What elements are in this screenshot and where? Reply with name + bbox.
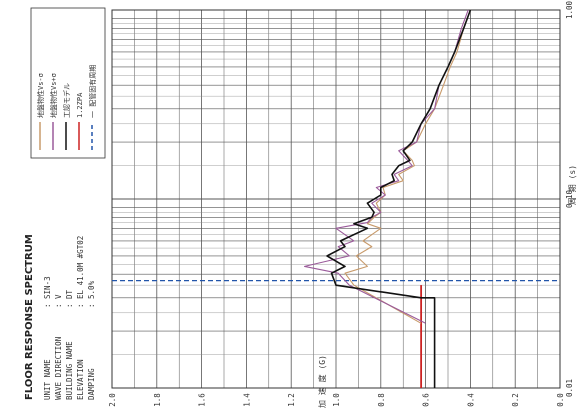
y-tick-label: 0.8 xyxy=(377,393,386,407)
series-line-3 xyxy=(326,9,472,388)
legend: 地盤物性Vs-σ 地盤物性Vs+σ 工認モデル 1.2ZPA 一 配管固有周期 xyxy=(30,7,106,159)
x-tick-label: 0.01 xyxy=(565,379,574,397)
info-label: BUILDING NAME xyxy=(65,341,74,400)
info-label: UNIT NAME xyxy=(43,359,52,400)
series-lines xyxy=(304,9,472,388)
x-tick-label: 1.00 xyxy=(565,0,574,19)
reference-lines xyxy=(112,279,560,388)
info-block: FLOOR RESPONSE SPECTRUM UNIT NAME : SIN-3… xyxy=(24,234,96,400)
info-label: DAMPING xyxy=(87,368,96,400)
y-tick-label: 1.4 xyxy=(242,393,251,407)
tick-labels: 0.0 0.2 0.4 0.6 0.8 1.0 1.2 1.4 1.6 1.8 2.0 0.01 0.1… xyxy=(108,0,574,406)
chart-title: FLOOR RESPONSE SPECTRUM xyxy=(24,234,35,400)
y-tick-label: 1.6 xyxy=(198,393,207,407)
y-tick-label: 0.4 xyxy=(466,393,475,407)
y-tick-label: 1.2 xyxy=(287,393,296,407)
y-tick-label: 0.2 xyxy=(511,393,520,407)
info-label: WAVE DIRECTION xyxy=(54,337,63,400)
series-line-2 xyxy=(304,9,469,324)
plot-frame xyxy=(111,9,561,389)
y-tick-label: 0.0 xyxy=(556,393,565,407)
legend-label: 1.2ZPA xyxy=(76,92,84,118)
legend-label: 地盤物性Vs-σ xyxy=(36,73,45,118)
grid-lines xyxy=(112,10,560,389)
info-value: : EL 41.0M #GT02 xyxy=(76,236,85,308)
y-axis-label: 加 速 度 (G) xyxy=(317,355,327,408)
info-value: : 5.0% xyxy=(87,280,96,308)
series-line-1 xyxy=(344,9,471,324)
legend-label: 工認モデル xyxy=(62,83,71,118)
x-tick-label: 0.10 xyxy=(565,189,574,208)
y-tick-label: 2.0 xyxy=(108,393,117,407)
legend-label: 一 配管固有周期 xyxy=(88,65,97,118)
y-tick-label: 1.0 xyxy=(332,393,341,407)
info-value: : SIN-3 xyxy=(43,276,52,308)
info-label: ELEVATION xyxy=(76,359,85,400)
y-tick-label: 0.6 xyxy=(422,393,431,407)
y-tick-label: 1.8 xyxy=(153,393,162,407)
info-value: : V xyxy=(54,294,63,308)
legend-label: 地盤物性Vs+σ xyxy=(49,73,58,118)
x-axis-label: 周 期 (s) xyxy=(568,165,577,205)
info-value: : DT xyxy=(65,289,74,308)
